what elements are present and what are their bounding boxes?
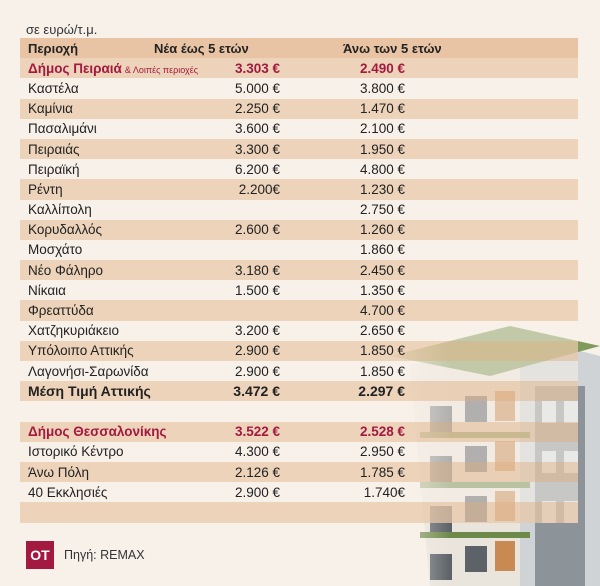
table-row: Πειραϊκή 6.200 € 4.800 € [20,159,578,180]
table-row: Νίκαια 1.500 € 1.350 € [20,280,578,301]
area-cell: Πειραϊκή [28,161,80,177]
old-price-cell: 1.470 € [359,101,405,117]
old-price-cell: 1.785 € [359,464,405,480]
table-row: Καλλίπολη 2.750 € [20,199,578,220]
table-row: Δήμος Πειραιά & Λοιπές περιοχές 3.303 € 2.4… [20,58,578,79]
table-row: Νέο Φάληρο 3.180 € 2.450 € [20,260,578,281]
area-cell: Κορυδαλλός [28,222,103,238]
table-row: Δήμος Θεσσαλονίκης 3.522 € 2.528 € [20,421,578,442]
table-row: Κορυδαλλός 2.600 € 1.260 € [20,219,578,240]
old-price-cell: 1.860 € [359,242,405,258]
new-price-cell: 2.200€ [238,181,280,197]
area-cell: Πειραιάς [28,141,80,157]
new-price-cell: 2.126 € [234,464,280,480]
old-price-cell: 1.850 € [359,363,405,379]
area-note: & Λοιπές περιοχές [124,64,199,75]
source-label: Πηγή: REMAX [64,548,145,562]
table-row: Πειραιάς 3.300 € 1.950 € [20,138,578,160]
area-cell: Φρεαττύδα [28,303,94,319]
area-cell: Καλλίπολη [28,202,92,218]
price-table: Περιοχή Νέα έως 5 ετών Άνω των 5 ετών Δή… [20,38,578,523]
area-cell: Μέση Τιμή Αττικής [28,383,151,400]
new-price-cell: 3.600 € [234,121,280,137]
table-row: 40 Εκκλησιές 2.900 € 1.740€ [20,482,578,503]
old-price-cell: 4.700 € [359,303,405,319]
area-cell: Δήμος Θεσσαλονίκης [28,424,167,440]
unit-label: σε ευρώ/τ.μ. [26,22,98,37]
area-cell: Πασαλιμάνι [28,121,97,137]
old-price-cell: 1.230 € [359,181,405,197]
new-price-cell: 3.303 € [234,60,280,76]
table-row: Μέση Τιμή Αττικής 3.472 € 2.297 € [20,381,578,402]
old-price-cell: 2.750 € [359,202,405,218]
table-row: Μοσχάτο 1.860 € [20,239,578,261]
table-header: Περιοχή Νέα έως 5 ετών Άνω των 5 ετών [20,38,578,59]
old-price-cell: 1.740€ [363,484,405,500]
old-price-cell: 2.528 € [359,424,405,440]
area-cell: Λαγονήσι-Σαρωνίδα [28,363,149,379]
new-price-cell: 3.472 € [233,383,280,400]
new-price-cell: 5.000 € [234,80,280,96]
table-row: Άνω Πόλη 2.126 € 1.785 € [20,461,578,483]
area-cell: Ρέντη [28,181,63,197]
table-row: Υπόλοιπο Αττικής 2.900 € 1.850 € [20,340,578,361]
area-cell: Νέο Φάληρο [28,262,104,278]
table-row: Λαγονήσι-Σαρωνίδα 2.900 € 1.850 € [20,361,578,382]
area-cell: Καστέλα [28,80,79,96]
old-price-cell: 2.490 € [359,60,405,76]
area-cell: Καμίνια [28,101,73,117]
table-row: Καστέλα 5.000 € 3.800 € [20,78,578,99]
old-price-cell: 2.450 € [359,262,405,278]
header-old: Άνω των 5 ετών [343,40,442,56]
table-row [20,401,578,422]
new-price-cell: 3.300 € [234,141,280,157]
header-area: Περιοχή [28,40,79,56]
area-cell: Μοσχάτο [28,242,83,258]
old-price-cell: 1.950 € [359,141,405,157]
new-price-cell: 2.250 € [234,101,280,117]
table-row: Χατζηκυριάκειο 3.200 € 2.650 € [20,320,578,341]
area-cell: 40 Εκκλησιές [28,484,108,500]
old-price-cell: 1.850 € [359,343,405,359]
old-price-cell: 3.800 € [359,80,405,96]
old-price-cell: 1.260 € [359,222,405,238]
new-price-cell: 1.500 € [234,282,280,298]
area-cell: Δήμος Πειραιά & Λοιπές περιοχές [28,60,199,76]
new-price-cell: 2.900 € [234,363,280,379]
table-row: Πασαλιμάνι 3.600 € 2.100 € [20,118,578,139]
new-price-cell: 2.900 € [234,343,280,359]
area-cell: Υπόλοιπο Αττικής [28,343,134,359]
table-row [20,502,578,523]
table-row: Καμίνια 2.250 € 1.470 € [20,98,578,119]
new-price-cell: 3.180 € [234,262,280,278]
table-row: Ιστορικό Κέντρο 4.300 € 2.950 € [20,441,578,462]
old-price-cell: 2.100 € [359,121,405,137]
ot-logo: ΟΤ [26,541,54,569]
old-price-cell: 2.650 € [359,323,405,339]
old-price-cell: 4.800 € [359,161,405,177]
table-row: Ρέντη 2.200€ 1.230 € [20,179,578,200]
new-price-cell: 2.600 € [234,222,280,238]
area-cell: Ιστορικό Κέντρο [28,444,124,460]
new-price-cell: 2.900 € [234,484,280,500]
old-price-cell: 2.950 € [359,444,405,460]
new-price-cell: 6.200 € [234,161,280,177]
area-cell: Χατζηκυριάκειο [28,323,120,339]
old-price-cell: 1.350 € [359,282,405,298]
header-new: Νέα έως 5 ετών [154,40,249,56]
new-price-cell: 3.200 € [234,323,280,339]
new-price-cell: 4.300 € [234,444,280,460]
old-price-cell: 2.297 € [358,383,405,400]
new-price-cell: 3.522 € [234,424,280,440]
table-row: Φρεαττύδα 4.700 € [20,300,578,321]
area-cell: Νίκαια [28,282,66,298]
area-cell: Άνω Πόλη [28,464,90,480]
